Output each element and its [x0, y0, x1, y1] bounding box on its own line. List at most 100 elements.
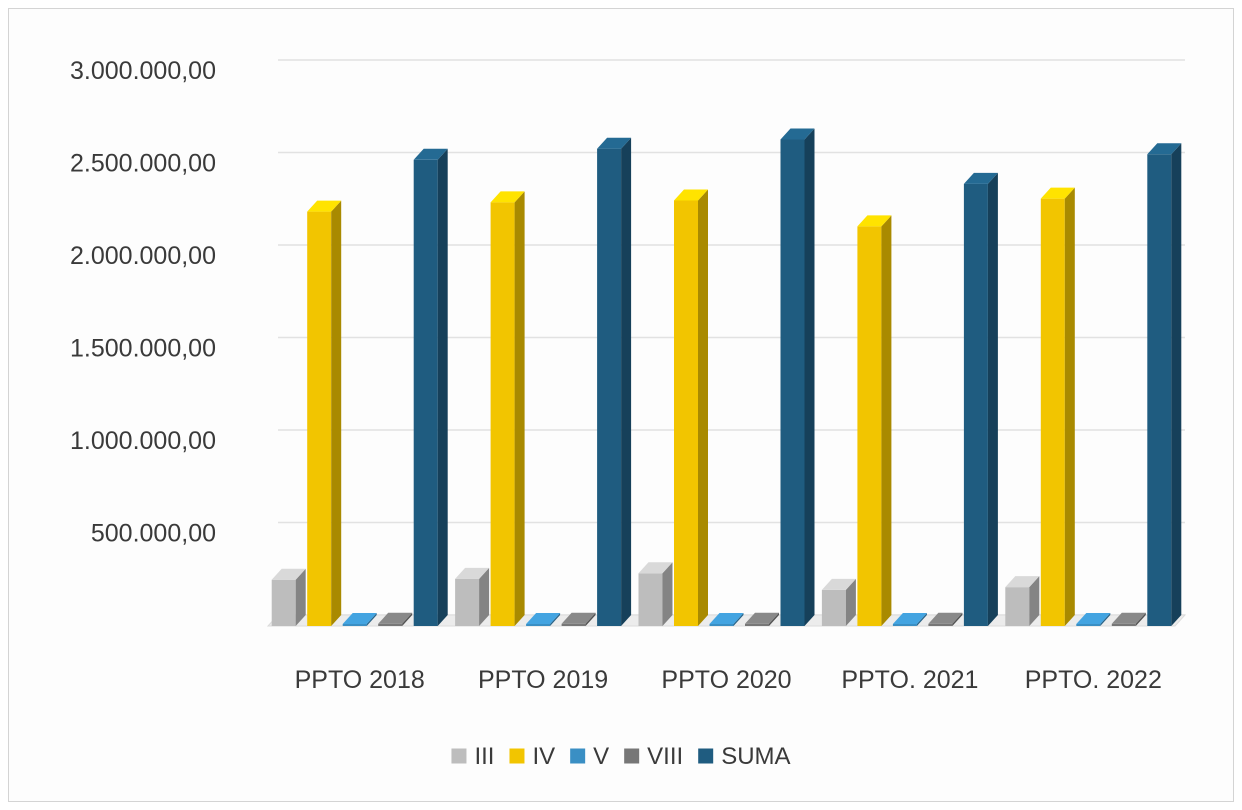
bar-side: [1064, 187, 1075, 626]
bar-front: [413, 159, 438, 627]
bar: [638, 562, 673, 626]
bar: [780, 128, 815, 626]
bar-side: [295, 568, 306, 626]
bar-top: [455, 567, 490, 579]
legend-swatch: [570, 748, 586, 764]
bar-side: [514, 191, 525, 626]
bar: [928, 612, 963, 626]
bar-top: [378, 612, 413, 624]
bar-front: [597, 148, 622, 626]
bar: [526, 613, 561, 626]
bar: [709, 613, 744, 626]
y-tick-label: 2.500.000,00: [70, 150, 216, 178]
bar-side: [698, 189, 708, 626]
bar-top: [1111, 612, 1146, 624]
legend-swatch: [451, 748, 467, 764]
bar-side: [804, 128, 815, 626]
y-tick-label: 1.500.000,00: [70, 335, 216, 363]
y-tick-label: 2.000.000,00: [70, 242, 216, 270]
bar: [857, 215, 892, 626]
bar: [307, 200, 342, 626]
bar-top: [307, 200, 342, 212]
bar-top: [490, 191, 525, 203]
bar-front: [1111, 623, 1136, 626]
bar-front: [1005, 587, 1030, 626]
legend-label: VIII: [647, 743, 683, 770]
bar-top: [857, 215, 892, 227]
y-axis-tick-labels: 500.000,00 1.000.000,00 1.500.000,00 2.000.…: [70, 57, 216, 548]
bar-top: [821, 578, 856, 590]
legend: III IV V VIII SUMA: [451, 743, 791, 770]
bar-side: [662, 562, 673, 626]
bars: [271, 128, 1182, 627]
bar-top: [526, 613, 561, 624]
bar-front: [307, 211, 332, 626]
bar-top: [780, 128, 815, 140]
bar-top: [1005, 576, 1040, 588]
bar-side: [479, 567, 490, 626]
legend-swatch: [624, 748, 640, 764]
bar-top: [1040, 187, 1075, 199]
bar-front: [821, 589, 846, 626]
bar-side: [733, 613, 744, 626]
bar-top: [413, 148, 448, 160]
bar-front: [455, 578, 480, 626]
bar: [963, 172, 998, 626]
bar-side: [769, 612, 779, 626]
bar-top: [597, 137, 632, 149]
legend-item: IV: [509, 743, 555, 770]
bar: [455, 567, 490, 626]
bar-front: [780, 139, 805, 626]
y-tick-label: 3.000.000,00: [70, 57, 216, 85]
x-tick-label: PPTO 2019: [478, 666, 608, 694]
bar: [821, 578, 856, 626]
bar-top: [561, 612, 596, 624]
bar: [378, 612, 413, 626]
bar-side: [1029, 576, 1040, 626]
x-tick-label: PPTO 2018: [295, 666, 425, 694]
x-axis-category-labels: PPTO 2018 PPTO 2019 PPTO 2020 PPTO. 2021 PPT…: [295, 666, 1162, 694]
legend-label: III: [474, 743, 494, 770]
legend-label: SUMA: [721, 743, 790, 770]
x-tick-label: PPTO 2020: [661, 666, 791, 694]
bar: [271, 568, 306, 626]
legend-swatch: [698, 748, 714, 764]
bar-side: [952, 612, 963, 626]
bar-front: [1076, 624, 1101, 626]
bar-top: [892, 613, 927, 624]
bar-top: [963, 172, 998, 184]
bar: [342, 613, 377, 626]
bar-side: [881, 215, 892, 626]
bar-front: [526, 624, 551, 626]
legend-item: VIII: [624, 743, 683, 770]
bar: [1076, 613, 1111, 626]
bar-front: [892, 624, 917, 626]
bar-top: [928, 612, 963, 624]
bar-front: [378, 623, 403, 626]
x-tick-label: PPTO. 2021: [841, 666, 978, 694]
y-tick-label: 500.000,00: [91, 520, 216, 548]
bar: [413, 148, 448, 627]
bar-front: [745, 623, 769, 626]
bar-side: [402, 612, 413, 626]
bar: [892, 613, 927, 626]
bar-front: [490, 202, 515, 626]
legend-item: SUMA: [698, 743, 791, 770]
bar: [1040, 187, 1075, 626]
bar-front: [342, 624, 367, 626]
bar-front: [561, 623, 586, 626]
bar-side: [1135, 612, 1146, 626]
legend-label: V: [593, 743, 609, 770]
bar-side: [331, 200, 342, 626]
bar: [1147, 143, 1182, 626]
bar-front: [271, 579, 296, 626]
bar-side: [621, 137, 632, 626]
bar-side: [987, 172, 998, 626]
bar-front: [638, 573, 663, 626]
bar-side: [550, 613, 561, 626]
bar-front: [1147, 154, 1172, 626]
bar-front: [963, 183, 988, 626]
legend-label: IV: [532, 743, 555, 770]
bar-front: [928, 623, 953, 626]
